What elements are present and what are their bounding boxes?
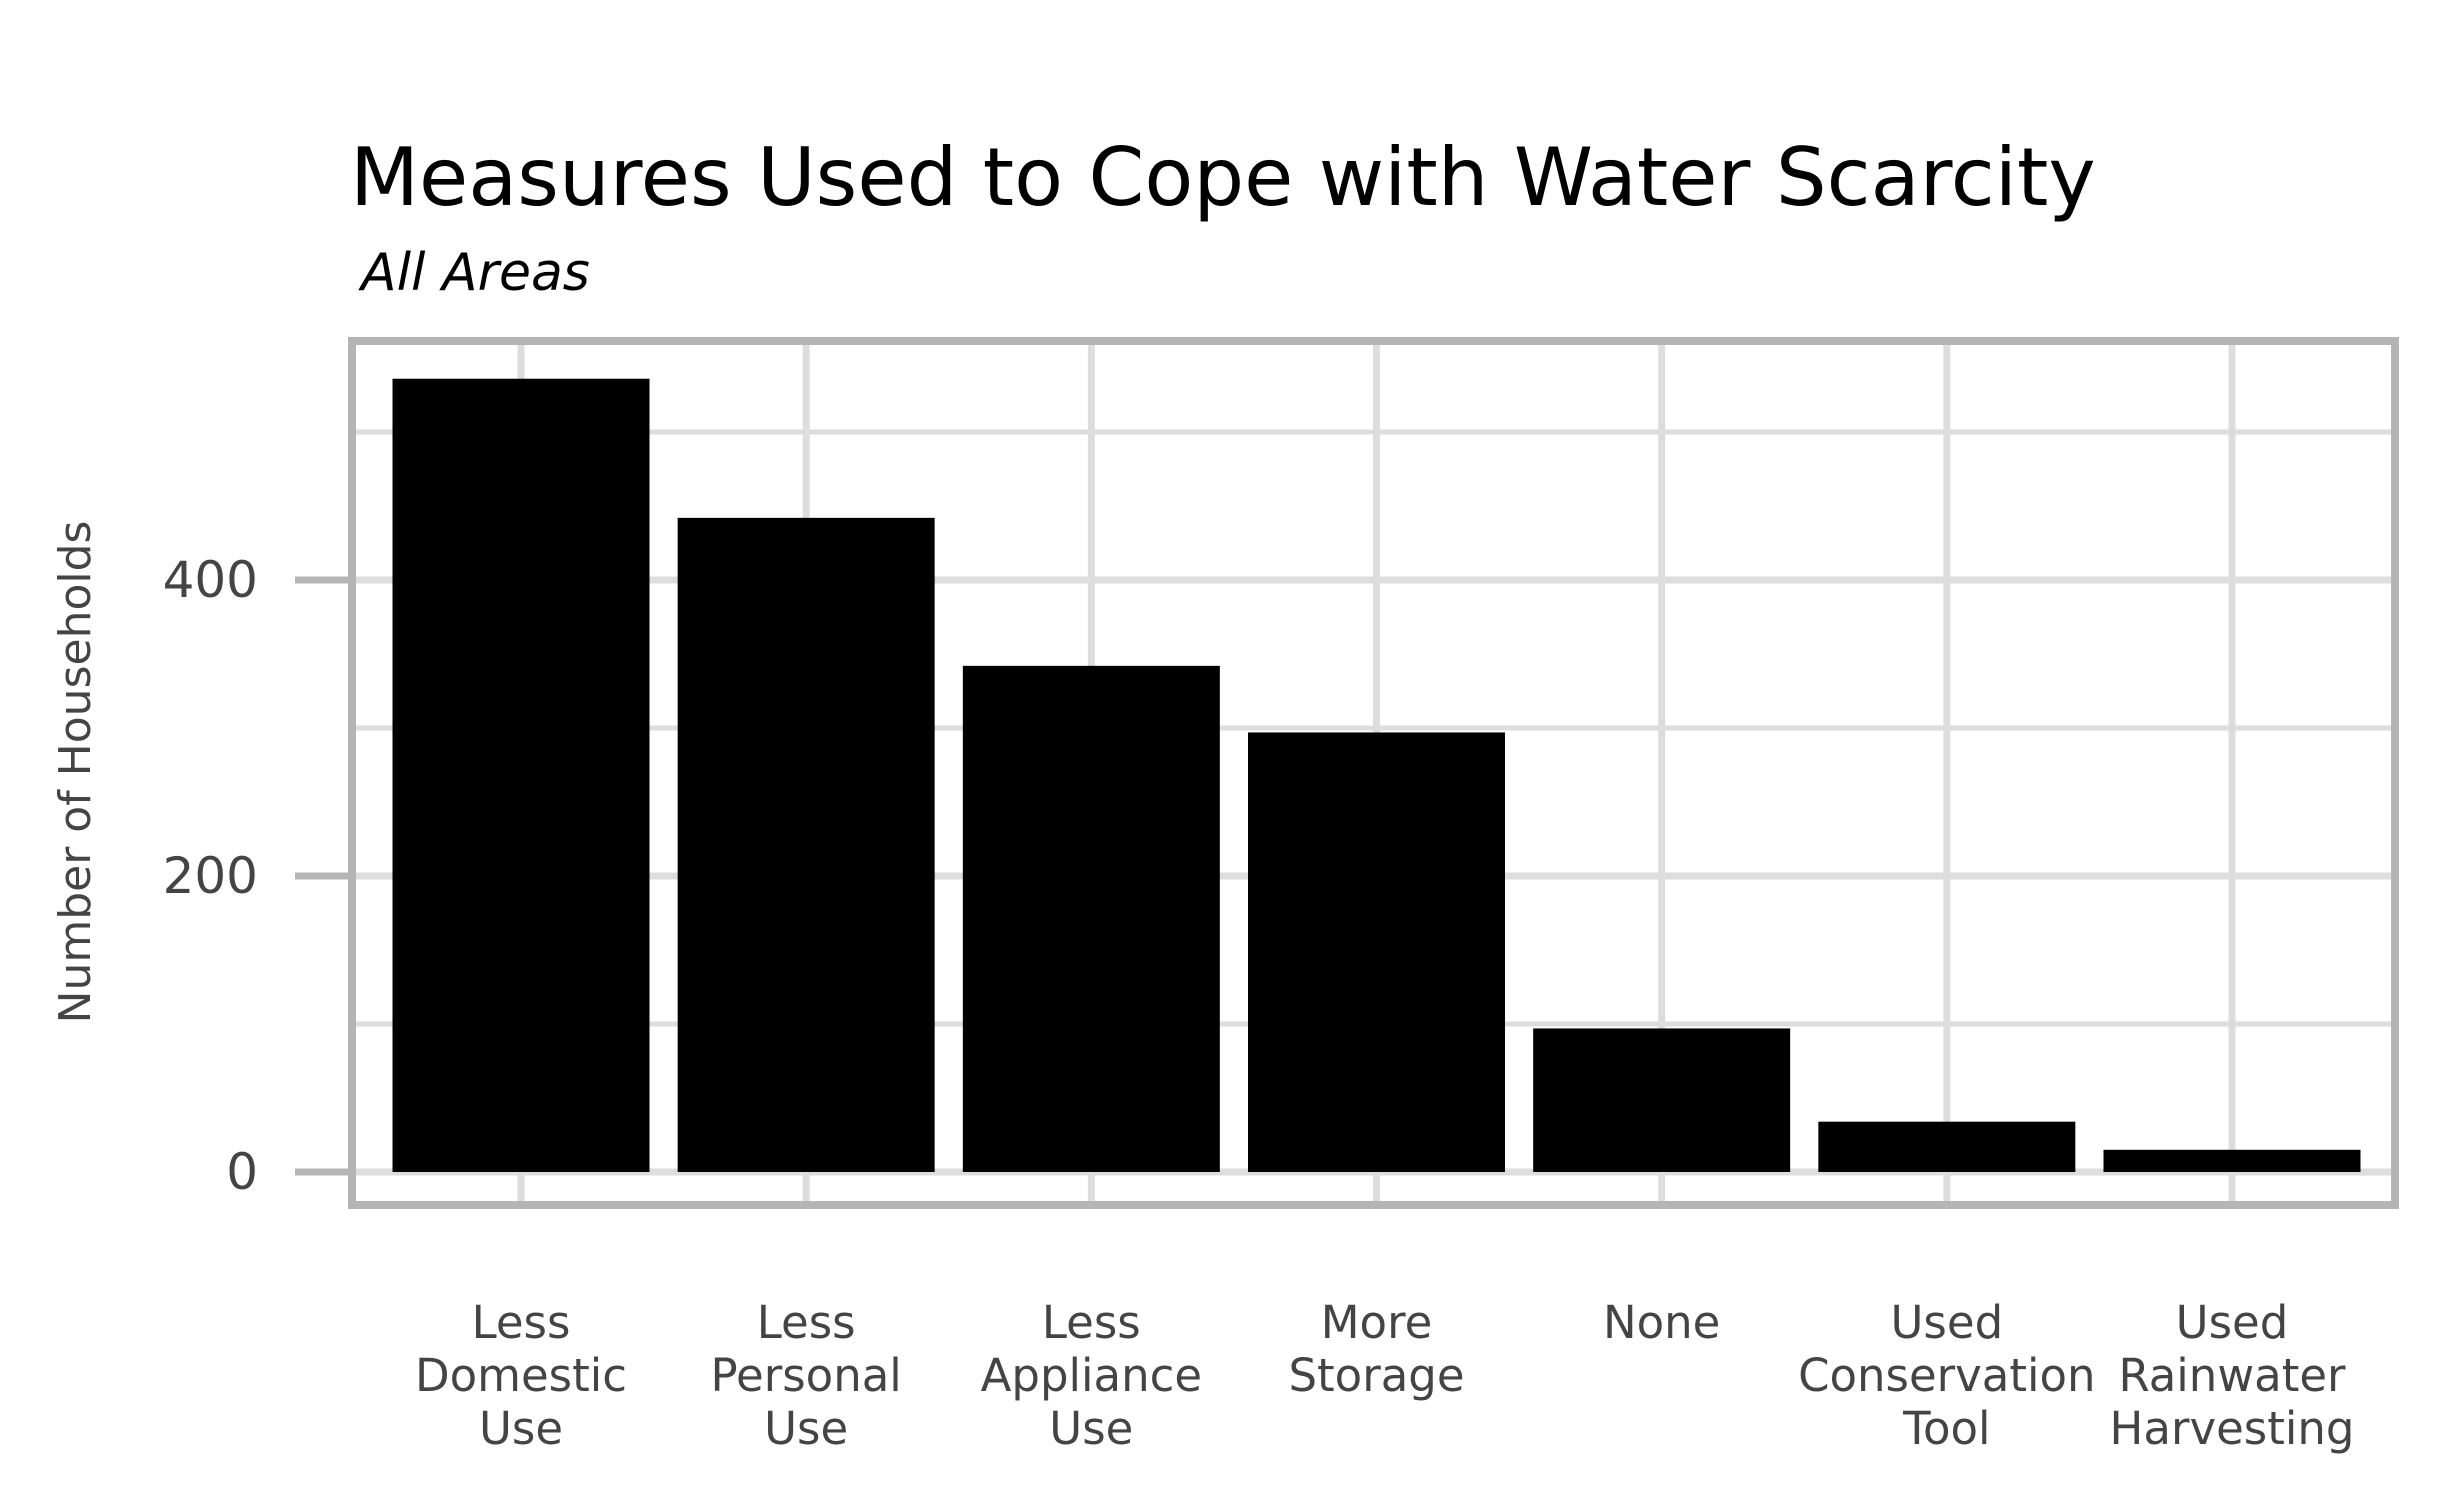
x-tick-label: None — [1603, 1296, 1720, 1349]
panel-border — [348, 337, 2399, 1209]
bar — [1533, 1028, 1791, 1172]
x-tick-label: Used Conservation Tool — [1798, 1296, 2096, 1455]
chart-title: Measures Used to Cope with Water Scarcit… — [350, 131, 2096, 224]
y-axis: 0 200 400 — [163, 551, 352, 1201]
bars — [392, 378, 2361, 1173]
x-tick-label: More Storage — [1288, 1296, 1464, 1402]
x-tick-label: Less Appliance Use — [981, 1296, 1202, 1455]
bar — [1248, 732, 1505, 1172]
bar — [2103, 1149, 2361, 1172]
bar — [1818, 1121, 2076, 1172]
x-tick-label: Less Domestic Use — [415, 1296, 627, 1455]
x-tick-label: Used Rainwater Harvesting — [2110, 1296, 2355, 1455]
y-axis-label: Number of Households — [50, 521, 101, 1024]
bar — [962, 665, 1220, 1172]
x-axis-labels: Less Domestic Use Less Personal Use Less Applia… — [415, 1296, 2354, 1455]
bar — [392, 378, 650, 1173]
chart-subtitle: All Areas — [358, 243, 590, 303]
x-tick-label: Less Personal Use — [711, 1296, 902, 1455]
y-tick-label: 200 — [163, 847, 258, 905]
y-tick-label: 400 — [163, 551, 258, 609]
y-tick-label: 0 — [226, 1143, 258, 1201]
bar — [677, 517, 935, 1172]
